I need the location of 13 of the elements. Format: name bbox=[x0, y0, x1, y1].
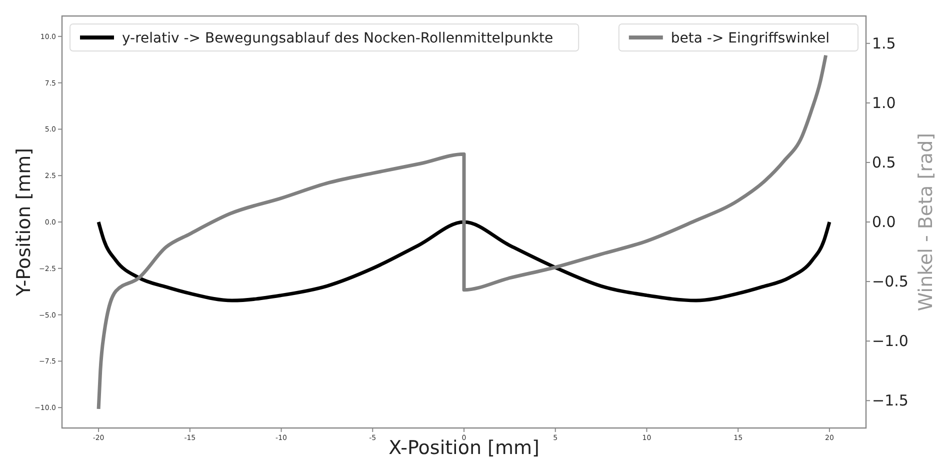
y-axis-title: Y-Position [mm] bbox=[13, 148, 35, 298]
y2-tick-label: 0.0 bbox=[872, 213, 896, 231]
y2-tick-label: 0.5 bbox=[872, 153, 896, 172]
legend-label: beta -> Eingriffswinkel bbox=[670, 30, 830, 46]
y2-tick-label: 1.0 bbox=[872, 94, 896, 112]
line-series bbox=[96, 220, 832, 302]
y2-tick-label: −0.5 bbox=[872, 272, 908, 291]
y2-tick-label: −1.5 bbox=[872, 392, 908, 410]
y2-axis-title: Winkel - Beta [rad] bbox=[915, 132, 937, 312]
y2-tick-label: 1.5 bbox=[872, 34, 896, 52]
line-series bbox=[96, 54, 828, 411]
y2-tick-label: −1.0 bbox=[872, 332, 908, 350]
legend-label: y-relativ -> Bewegungsablauf des Nocken-Rollenmittelpunkte bbox=[122, 30, 554, 46]
